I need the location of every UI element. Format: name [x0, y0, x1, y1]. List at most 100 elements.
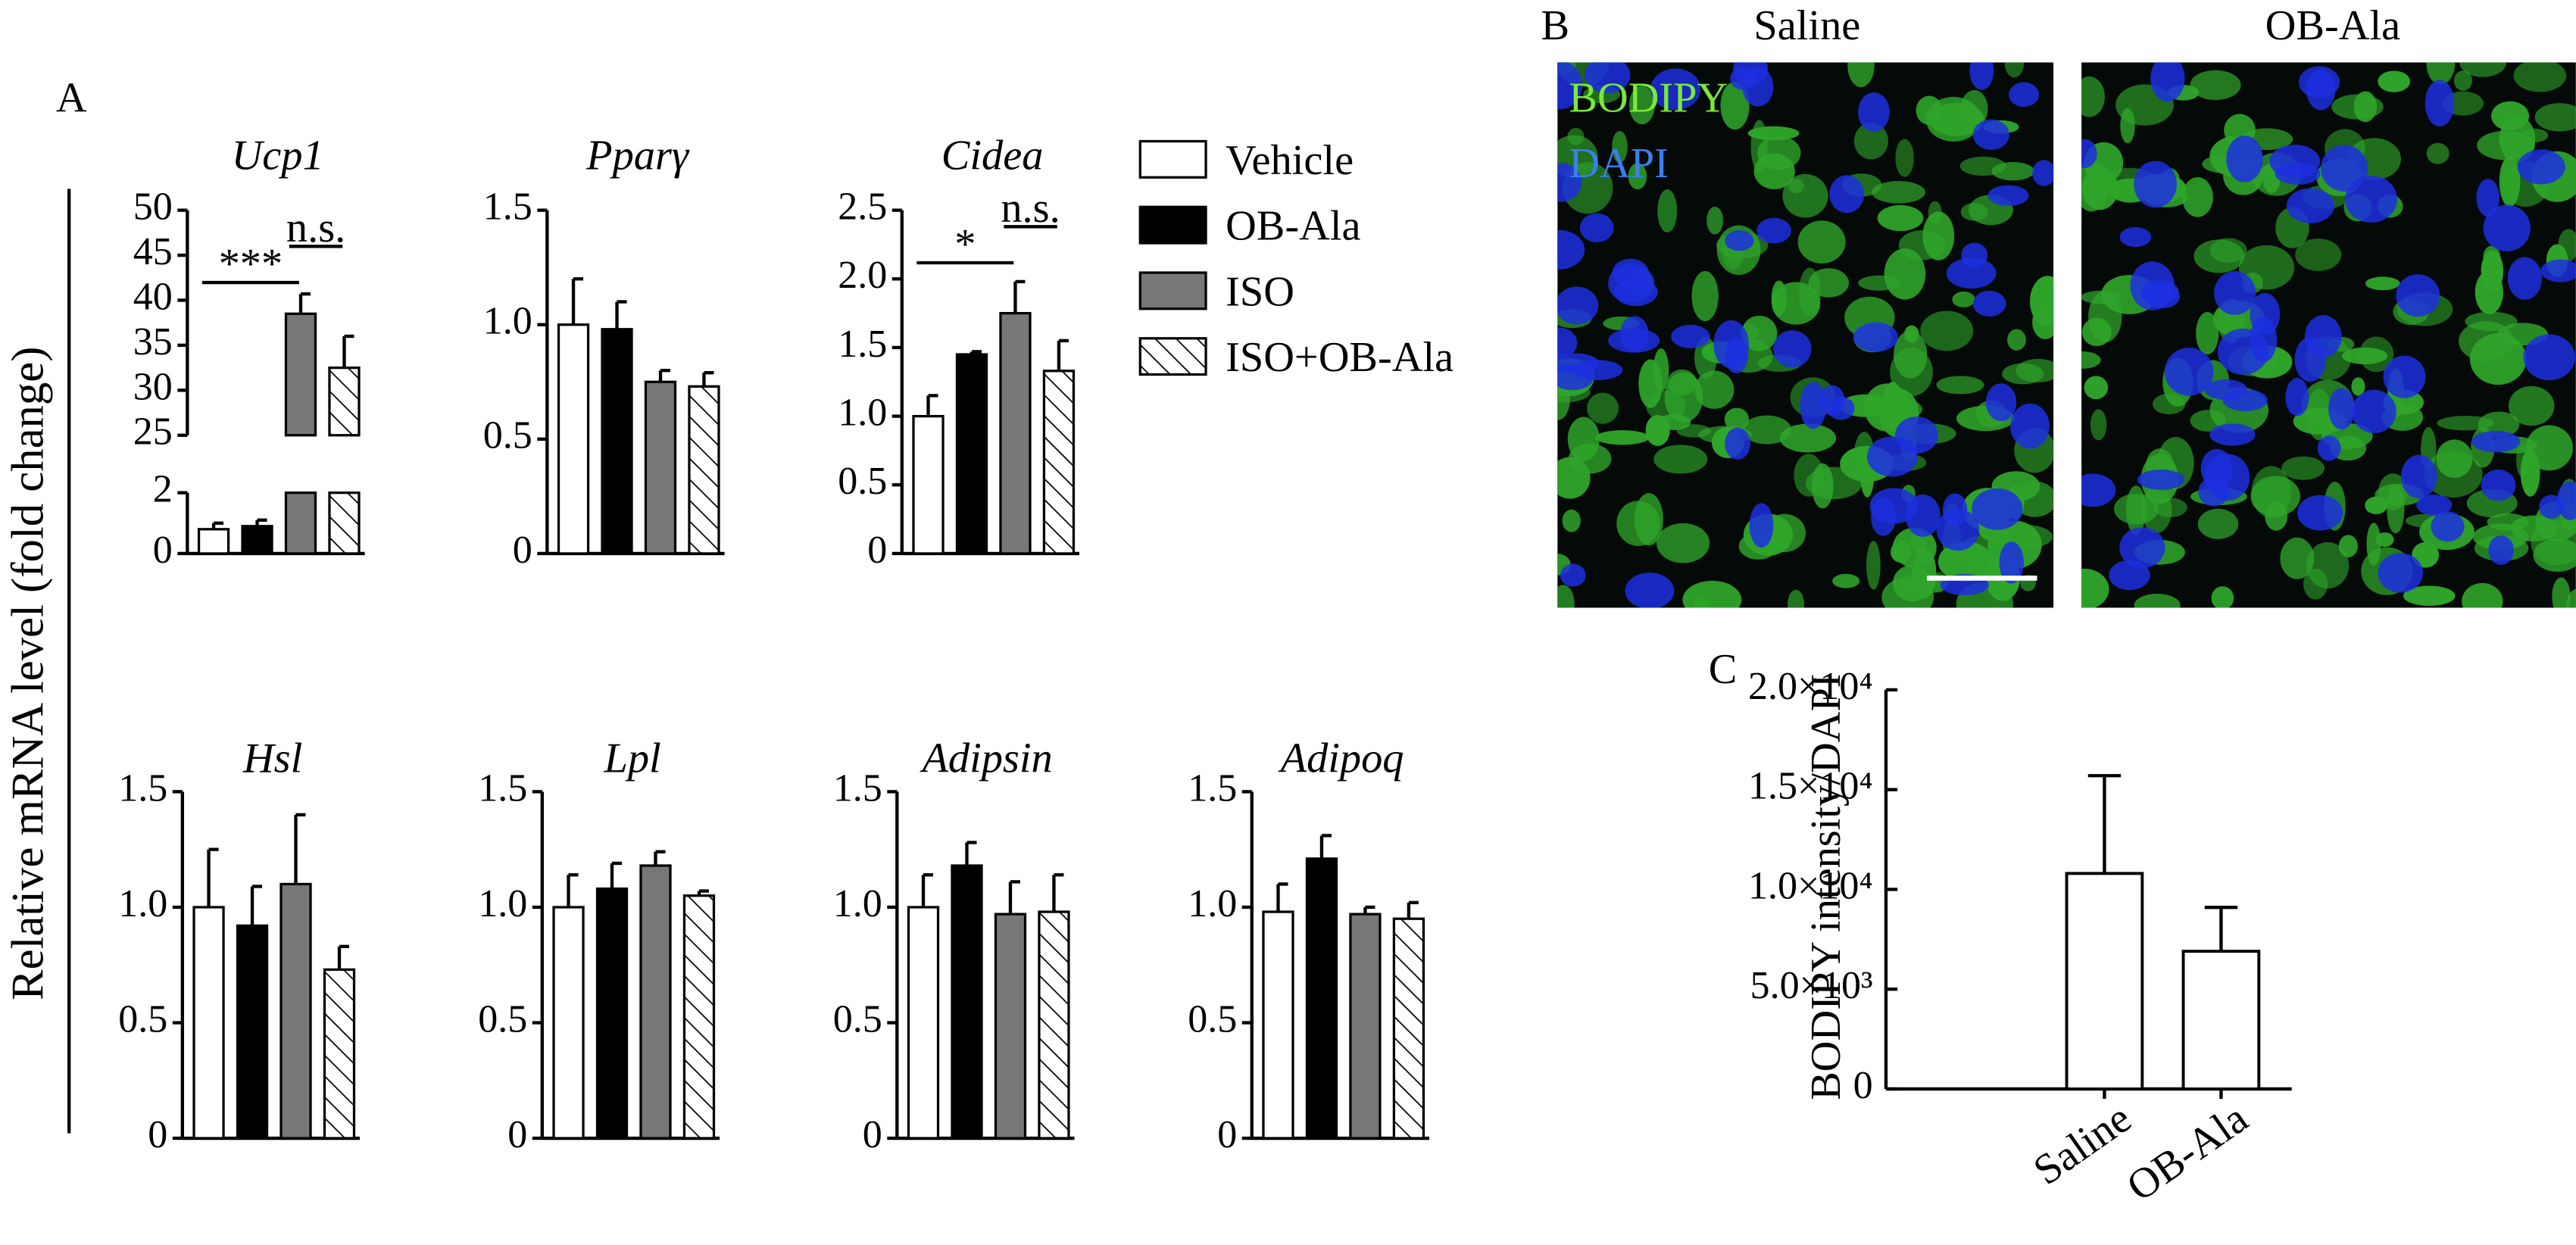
significance-label: ***	[219, 241, 283, 288]
nucleus	[1749, 503, 1774, 548]
nucleus	[2226, 136, 2263, 183]
nucleus	[1557, 286, 1599, 325]
lipid-droplet	[2303, 568, 2328, 600]
nucleus	[2150, 62, 2185, 102]
lipid-droplet	[1568, 443, 1612, 474]
nucleus	[1800, 382, 1827, 429]
bar	[999, 311, 1032, 555]
nucleus	[2539, 495, 2564, 519]
bar	[557, 323, 590, 555]
panel-label: A	[56, 74, 87, 121]
y-tick-label: 0	[153, 529, 173, 572]
nucleus	[2275, 162, 2321, 185]
lipid-droplet	[1694, 596, 1710, 608]
lipid-droplet	[1772, 282, 1821, 325]
lipid-droplet	[1682, 580, 1742, 608]
lipid-droplet	[1877, 204, 1924, 232]
lipid-droplet	[1872, 181, 1925, 204]
bar	[2065, 872, 2144, 1091]
lipid-droplet	[2088, 291, 2122, 343]
lipid-droplet	[2002, 363, 2044, 385]
stain-label: DAPI	[1569, 140, 1669, 187]
legend-label: Vehicle	[1226, 137, 1354, 184]
bar	[328, 366, 361, 437]
bar	[955, 353, 988, 555]
bar	[279, 882, 312, 1140]
legend-label: ISO	[1226, 268, 1294, 315]
lipid-droplet	[2084, 376, 2109, 400]
nucleus	[1987, 185, 2029, 206]
nucleus	[2214, 271, 2256, 315]
lipid-droplet	[1557, 585, 1575, 608]
nucleus	[1608, 264, 1655, 303]
lipid-droplet	[1694, 370, 1735, 409]
lipid-droplet	[2453, 70, 2472, 91]
nucleus	[1871, 498, 1897, 536]
lipid-droplet	[2353, 91, 2378, 123]
nucleus	[1671, 324, 1710, 348]
legend-label: ISO+OB-Ala	[1226, 334, 1453, 381]
chart-title: Adipsin	[919, 735, 1052, 782]
lipid-droplet	[1916, 95, 1943, 125]
bar	[241, 525, 273, 555]
legend-swatch	[1138, 205, 1207, 245]
lipid-droplet	[2459, 321, 2513, 362]
lipid-droplet	[1587, 392, 1619, 424]
lipid-droplet	[2238, 245, 2295, 290]
nucleus	[2507, 257, 2542, 300]
nucleus	[2204, 379, 2247, 401]
nucleus	[1961, 242, 1988, 268]
lipid-droplet	[1562, 509, 1581, 532]
legend-label: OB-Ala	[1226, 203, 1360, 250]
lipid-droplet	[1691, 270, 1719, 322]
y-tick-label: 1.5	[478, 766, 527, 810]
y-tick-label: 0.5	[483, 414, 532, 457]
lipid-droplet	[1808, 268, 1849, 298]
lipid-droplet	[1890, 348, 1933, 397]
lipid-droplet	[2081, 290, 2122, 304]
lipid-droplet	[2211, 586, 2234, 608]
nucleus	[1829, 175, 1865, 214]
nucleus	[2378, 553, 2424, 593]
nucleus	[1557, 62, 1582, 110]
y-tick-label: 0.5	[118, 997, 167, 1041]
x-tick-label: Saline	[2025, 1095, 2140, 1195]
significance-label: n.s.	[286, 204, 345, 251]
chart-title: Hsl	[242, 735, 302, 782]
lipid-droplet	[1628, 86, 1655, 125]
bar	[912, 414, 945, 555]
lipid-droplet	[2424, 451, 2483, 498]
lipid-droplet	[2366, 523, 2381, 566]
lipid-droplet	[2459, 62, 2507, 77]
y-tick-label: 1.5	[483, 186, 532, 229]
y-tick-label: 0.5	[478, 997, 527, 1041]
nucleus	[1557, 229, 1585, 270]
nucleus	[2217, 328, 2269, 375]
nucleus	[1972, 488, 2023, 530]
lipid-droplet	[1694, 336, 1717, 379]
lipid-droplet	[2534, 103, 2576, 132]
legend-swatch	[1138, 139, 1207, 179]
lipid-droplet	[1782, 173, 1828, 218]
lipid-droplet	[2081, 568, 2109, 608]
nucleus	[2297, 495, 2343, 531]
bar	[907, 906, 940, 1140]
nucleus	[2140, 279, 2179, 304]
image-title: Saline	[1753, 2, 1860, 49]
nucleus	[2286, 188, 2334, 223]
nucleus	[2540, 259, 2576, 282]
lipid-droplet	[2265, 501, 2288, 531]
lipid-droplet	[2134, 593, 2181, 608]
nucleus	[2119, 226, 2152, 248]
nucleus	[1730, 67, 1756, 90]
nucleus	[1972, 119, 2009, 150]
nucleus	[1969, 62, 1994, 90]
bar	[1349, 913, 1382, 1140]
bar	[328, 491, 361, 555]
image-title: OB-Ala	[2265, 2, 2400, 49]
significance-label: *	[954, 221, 976, 268]
nucleus	[2416, 495, 2453, 516]
y-tick-label: 1.0	[838, 392, 887, 435]
lipid-droplet	[2499, 156, 2521, 208]
